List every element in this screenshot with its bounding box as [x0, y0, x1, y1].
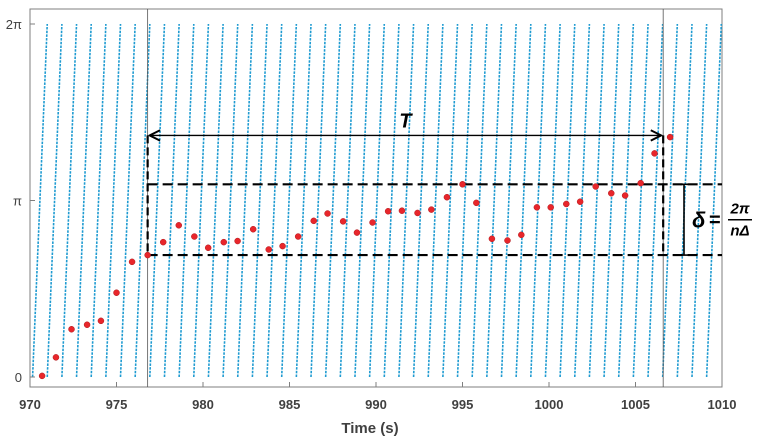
data-point [369, 219, 376, 226]
data-point [533, 204, 541, 211]
data-point [592, 183, 599, 190]
y-tick-label: 0 [15, 370, 22, 385]
data-point [339, 218, 347, 225]
data-point [265, 246, 272, 253]
data-point [68, 326, 75, 333]
x-axis-ticks: 970 975 980 985 990 995 1000 1005 1010 [19, 382, 736, 412]
data-point [563, 200, 570, 208]
data-point [159, 238, 167, 246]
data-point [488, 235, 496, 243]
data-point [204, 244, 212, 252]
data-point [518, 231, 525, 239]
x-tick-label: 1000 [535, 397, 564, 412]
x-tick-label: 1005 [621, 397, 650, 412]
x-tick-label: 980 [192, 397, 214, 412]
delta-numerator: 2π [729, 201, 749, 218]
annotation-layer [146, 9, 722, 387]
x-tick-label: 1010 [708, 397, 737, 412]
x-tick-label: 970 [19, 397, 41, 412]
y-axis-ticks: 0 π 2π [6, 17, 35, 385]
data-point [414, 209, 421, 217]
data-point [97, 317, 105, 325]
x-tick-label: 995 [452, 397, 474, 412]
data-point [249, 225, 257, 233]
data-point [128, 258, 136, 266]
data-point [608, 190, 615, 197]
data-point [294, 233, 302, 240]
x-tick-label: 975 [106, 397, 128, 412]
data-point [324, 210, 331, 217]
data-point [83, 321, 91, 328]
sawtooth-line [31, 23, 723, 378]
data-point [637, 179, 644, 187]
data-point [398, 207, 406, 214]
data-point [52, 354, 60, 361]
data-point [651, 150, 658, 157]
delta-formula: δ = 2π nΔ [692, 201, 752, 240]
data-point [547, 204, 554, 211]
data-point [576, 198, 584, 205]
y-tick-label: π [13, 194, 22, 209]
data-point [384, 208, 392, 215]
data-point [459, 181, 466, 188]
data-point [443, 193, 451, 201]
sawtooth-series [31, 23, 723, 378]
data-point [234, 237, 241, 245]
delta-equals: = [709, 210, 721, 232]
y-tick-label: 2π [6, 17, 22, 32]
data-point [144, 251, 151, 259]
delta-denominator: nΔ [730, 223, 749, 240]
data-point [621, 192, 629, 199]
x-tick-label: 990 [365, 397, 387, 412]
data-point [113, 289, 120, 296]
data-point [220, 238, 228, 246]
x-axis-label: Time (s) [341, 420, 398, 437]
data-point [310, 217, 317, 225]
data-point [191, 233, 198, 240]
delta-symbol: δ [692, 208, 706, 233]
data-point [504, 237, 511, 244]
x-tick-label: 985 [279, 397, 301, 412]
data-point [175, 222, 183, 229]
data-point [666, 133, 674, 141]
data-point [38, 372, 46, 380]
data-point [279, 242, 286, 250]
period-label: T [399, 110, 413, 132]
scatter-series [38, 133, 674, 380]
data-point [473, 199, 480, 207]
data-point [353, 229, 361, 236]
data-point [428, 206, 435, 213]
